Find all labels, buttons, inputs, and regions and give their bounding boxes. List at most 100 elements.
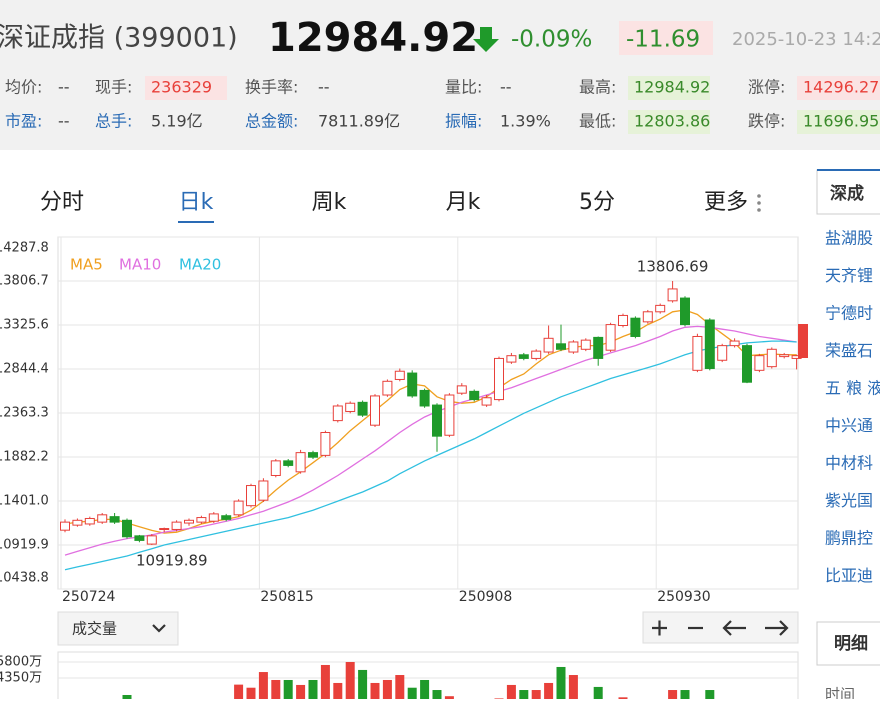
volume-bar [407,687,417,699]
tab[interactable]: 周k [312,190,347,215]
volume-bar [246,687,256,699]
candle-body [134,535,145,541]
stock-link[interactable]: 中兴通 [825,416,873,435]
candle-body [704,319,715,369]
candle-body [556,343,566,350]
volume-bar [345,661,355,699]
stat-label: 跌停: [748,112,785,131]
candle-body [766,348,777,368]
more-dot [757,208,761,212]
volume-bar [358,669,368,699]
stat-label: 量比: [445,78,482,97]
candle-body [394,370,405,380]
candle-body [382,380,393,396]
volume-bar [122,694,132,699]
candle-body [246,485,256,507]
stat-value: 11696.95 [803,112,879,131]
candle-body [779,354,790,358]
stock-link[interactable]: 中材科 [825,454,873,473]
candle-body [642,311,653,323]
stock-link[interactable]: 天齐锂 [825,266,873,285]
detail-header [816,621,880,666]
tab[interactable]: 日k [179,190,214,215]
candle-body [332,405,343,422]
y-tick-label: 11882.2 [0,449,49,464]
stock-link[interactable]: 荣盛石 [825,341,873,360]
candle-body [531,350,542,359]
stock-link[interactable]: 盐湖股 [825,229,873,248]
volume-bar [568,675,578,699]
sidebar-header [816,169,880,215]
candle-body [283,460,294,466]
candle-body [667,288,678,302]
stock-link[interactable]: 五 粮 液 [825,379,880,398]
value-highlight [628,110,710,134]
volume-bar [382,679,392,699]
legend-entry: MA10 [119,256,161,274]
candle-body [122,519,132,538]
stat-label: 最低: [579,112,616,131]
candle-body [729,340,740,347]
volume-bar [705,690,715,699]
candle-body [655,304,666,313]
volume-bar [544,682,554,699]
volume-bar [283,679,293,699]
volume-bar [531,690,541,699]
tab[interactable]: 更多 [704,190,748,215]
candle-body [742,345,752,383]
stat-value: -- [58,78,70,97]
volume-bar [519,690,529,699]
time-label: 时间 [825,686,855,700]
stat-value: 236329 [151,78,212,97]
stat-value: 12984.92 [634,78,710,97]
value-highlight [797,110,880,134]
candle-body [692,335,703,371]
zoom-in-button[interactable] [652,620,667,636]
tab[interactable]: 月k [446,190,481,215]
price: 12984.92 [268,15,478,61]
candle-body [370,395,380,426]
candle-body [320,432,331,456]
volume-bar [432,690,442,699]
candle-body [97,514,108,523]
volume-bar [320,664,330,699]
candle-body [593,336,604,359]
stat-label: 市盈: [5,112,42,131]
price-marker [798,324,808,358]
stat-value: 1.39% [500,112,551,131]
change-bg [619,21,713,55]
candle-body [159,528,170,531]
candle-body [109,516,120,523]
stock-link[interactable]: 比亚迪 [825,566,873,585]
volume-bar [370,682,380,699]
stat-value: 7811.89亿 [318,112,400,131]
candle-body [568,341,579,353]
stat-label: 均价: [5,78,42,97]
x-tick-label: 250724 [62,589,116,605]
candle-body [233,500,244,516]
volume-bar [444,696,454,699]
stat-label: 现手: [95,78,132,97]
stock-link[interactable]: 鹏鼎控 [825,529,873,548]
ma-line [64,340,797,571]
tab[interactable]: 5分 [579,190,615,215]
y-tick-label: 14287.8 [0,241,49,256]
pan-left-button[interactable] [722,620,746,636]
volume-bar [668,690,678,699]
candle-body [605,324,616,351]
candle-body [84,517,95,525]
value-highlight [797,76,880,100]
min-annotation: 10919.89 [136,552,208,570]
y-tick-label: 13806.7 [0,273,49,288]
tab[interactable]: 分时 [40,190,84,215]
stock-link[interactable]: 宁德时 [825,304,873,323]
pan-right-button[interactable] [765,620,789,636]
stock-link[interactable]: 紫光国 [825,491,873,510]
volume-bar [556,666,566,699]
candle-body [146,535,157,545]
x-tick-label: 250815 [260,589,313,605]
stat-value: -- [58,112,70,131]
x-tick-label: 250908 [459,589,512,605]
stat-value: 12803.86 [634,112,710,131]
